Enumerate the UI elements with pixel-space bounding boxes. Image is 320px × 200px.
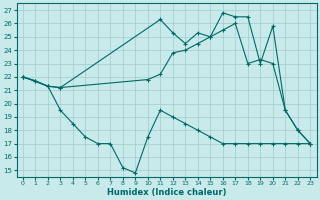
X-axis label: Humidex (Indice chaleur): Humidex (Indice chaleur) [107, 188, 226, 197]
